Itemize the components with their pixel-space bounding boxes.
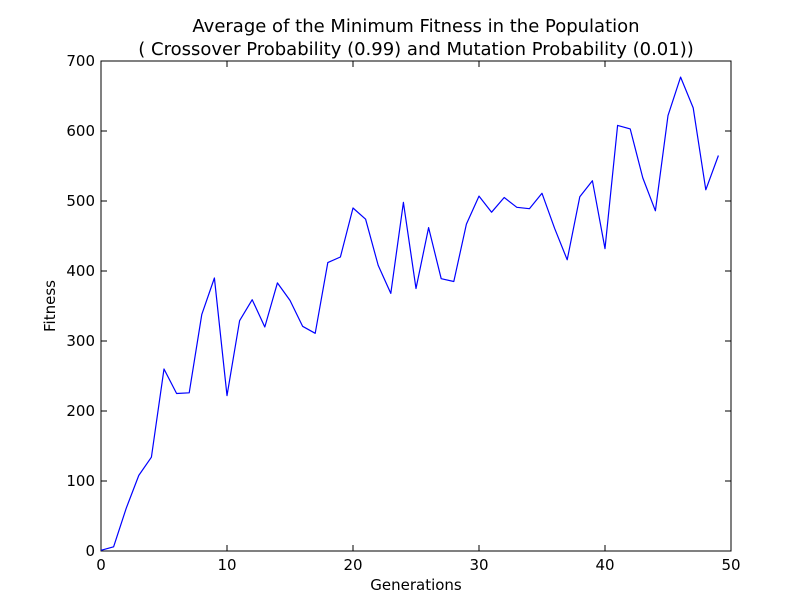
x-axis: 0 10 20 30 40 50	[96, 61, 741, 574]
x-tick-label: 0	[96, 556, 106, 574]
y-axis: 0 100 200 300 400 500 600 700	[66, 52, 731, 560]
x-tick-label: 30	[469, 556, 488, 574]
y-axis-label: Fitness	[41, 280, 59, 332]
y-tick-label: 500	[66, 192, 95, 210]
y-tick-label: 600	[66, 122, 95, 140]
plot-frame	[100, 60, 732, 552]
series-layer	[100, 76, 719, 551]
y-tick-label: 700	[66, 52, 95, 70]
x-tick-label: 40	[595, 556, 614, 574]
chart-subtitle: ( Crossover Probability (0.99) and Mutat…	[138, 39, 694, 60]
y-tick-label: 0	[85, 542, 95, 560]
x-tick-label: 50	[721, 556, 740, 574]
y-tick-label: 200	[66, 402, 95, 420]
x-axis-label: Generations	[370, 576, 462, 594]
y-tick-label: 300	[66, 332, 95, 350]
x-tick-label: 10	[217, 556, 236, 574]
x-tick-label: 20	[343, 556, 362, 574]
y-tick-label: 100	[66, 472, 95, 490]
chart-title: Average of the Minimum Fitness in the Po…	[192, 16, 639, 37]
series-line	[100, 76, 719, 551]
y-tick-label: 400	[66, 262, 95, 280]
plot-area: 0 10 20 30 40 50 0 100 200 300 400 500 600 700	[66, 52, 740, 574]
